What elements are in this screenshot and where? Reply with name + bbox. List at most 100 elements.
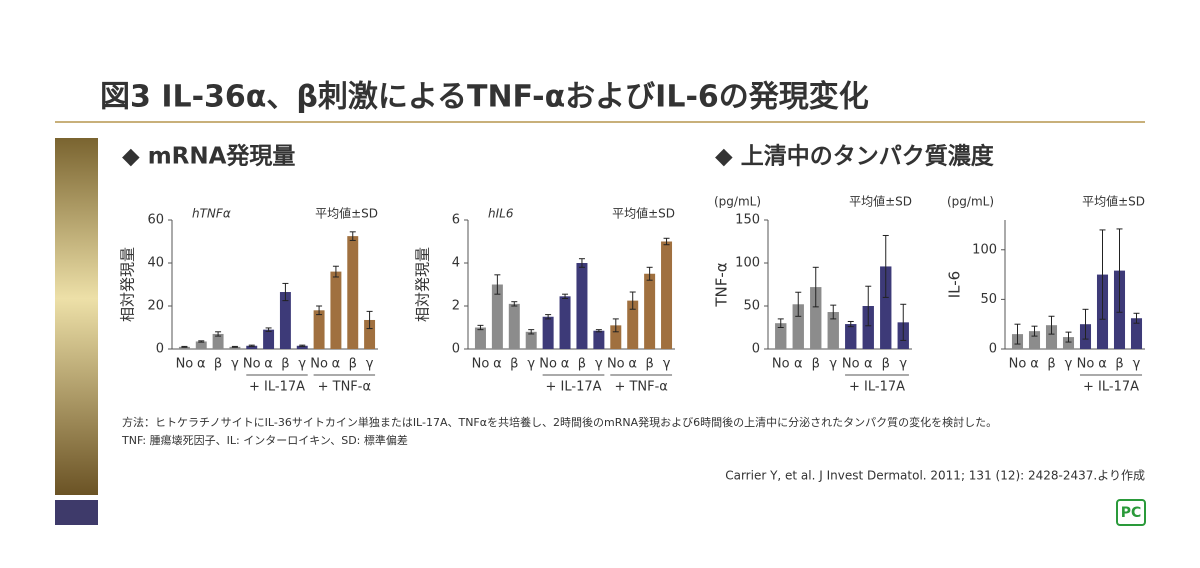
bar — [542, 316, 554, 349]
x-tick-label: β — [578, 357, 586, 372]
bar — [576, 263, 588, 349]
x-tick-label: γ — [366, 357, 374, 372]
sidebar — [55, 138, 98, 495]
x-tick-label: γ — [899, 357, 907, 372]
bar — [845, 324, 857, 349]
x-tick-label: α — [197, 357, 206, 372]
x-tick-label: No — [772, 357, 790, 372]
group-label: + IL-17A — [249, 380, 305, 395]
y-tick-label: 60 — [147, 213, 164, 228]
y-tick-label: 2 — [452, 299, 460, 314]
slide-title: 図3 IL-36α、β刺激によるTNF-αおよびIL-6の発現変化 — [100, 80, 869, 115]
y-axis-label: 相対発現量 — [119, 247, 137, 322]
annotation: 平均値±SD — [1082, 194, 1145, 209]
y-tick-label: 150 — [735, 213, 760, 228]
x-tick-label: β — [510, 357, 518, 372]
group-label: + IL-17A — [546, 380, 602, 395]
x-tick-label: γ — [527, 357, 535, 372]
units: (pg/mL) — [714, 195, 761, 209]
bar — [810, 287, 822, 349]
bar — [296, 345, 308, 349]
bar — [792, 304, 804, 349]
bar — [229, 346, 241, 349]
group-label: + TNF-α — [318, 380, 371, 395]
y-tick-label: 0 — [452, 342, 460, 357]
x-tick-label: No — [243, 357, 261, 372]
bar — [1130, 318, 1143, 349]
x-tick-label: β — [1047, 357, 1055, 372]
note: 方法：ヒトケラチノサイトにIL-36サイトカイン単独またはIL-17A、TNFα… — [122, 415, 997, 429]
bar — [263, 329, 275, 349]
x-tick-label: γ — [1065, 357, 1073, 372]
bar — [525, 331, 537, 349]
bar — [491, 284, 503, 349]
bar — [195, 341, 207, 349]
y-tick-label: 40 — [147, 256, 164, 271]
y-axis-label: 相対発現量 — [414, 247, 432, 322]
y-tick-label: 100 — [972, 242, 997, 257]
annotation: 平均値±SD — [849, 194, 912, 209]
group-label: + IL-17A — [849, 380, 905, 395]
x-tick-label: α — [864, 357, 873, 372]
x-tick-label: α — [332, 357, 341, 372]
bar — [775, 323, 787, 349]
section-heading: ◆ 上清中のタンパク質濃度 — [715, 143, 995, 170]
annotation: 平均値±SD — [315, 206, 378, 221]
bar — [610, 325, 622, 349]
citation: Carrier Y, et al. J Invest Dermatol. 201… — [725, 469, 1145, 483]
x-tick-label: No — [472, 357, 490, 372]
x-tick-label: β — [349, 357, 357, 372]
bar — [593, 330, 605, 349]
x-tick-label: γ — [1133, 357, 1141, 372]
bar — [1062, 337, 1075, 349]
group-label: + IL-17A — [1083, 380, 1139, 395]
bar — [1045, 325, 1058, 349]
bar — [212, 333, 224, 349]
x-tick-label: No — [607, 357, 625, 372]
x-tick-label: γ — [829, 357, 837, 372]
note: TNF: 腫瘍壊死因子、IL: インターロイキン、SD: 標準偏差 — [121, 433, 408, 447]
chart-subtitle: hIL6 — [488, 207, 514, 221]
chart-subtitle: hTNFα — [192, 207, 231, 221]
x-tick-label: No — [176, 357, 194, 372]
x-tick-label: γ — [298, 357, 306, 372]
x-tick-label: No — [1009, 357, 1027, 372]
x-tick-label: α — [1030, 357, 1039, 372]
bar — [862, 306, 874, 349]
x-tick-label: β — [812, 357, 820, 372]
bar — [880, 266, 892, 349]
x-tick-label: α — [493, 357, 502, 372]
x-tick-label: α — [794, 357, 803, 372]
x-tick-label: No — [1077, 357, 1095, 372]
x-tick-label: No — [310, 357, 328, 372]
x-tick-label: β — [645, 357, 653, 372]
x-tick-label: No — [539, 357, 557, 372]
x-tick-label: α — [1098, 357, 1107, 372]
x-tick-label: α — [628, 357, 637, 372]
x-tick-label: γ — [595, 357, 603, 372]
y-tick-label: 0 — [989, 342, 997, 357]
x-tick-label: α — [264, 357, 273, 372]
y-tick-label: 0 — [752, 342, 760, 357]
bar — [559, 296, 571, 349]
logo: PC — [1121, 505, 1142, 521]
bar — [661, 241, 673, 349]
y-tick-label: 20 — [147, 299, 164, 314]
x-tick-label: γ — [663, 357, 671, 372]
annotation: 平均値±SD — [612, 206, 675, 221]
x-tick-label: β — [281, 357, 289, 372]
x-tick-label: β — [214, 357, 222, 372]
y-tick-label: 50 — [980, 292, 997, 307]
x-tick-label: β — [882, 357, 890, 372]
bar — [330, 271, 342, 349]
y-tick-label: 100 — [735, 256, 760, 271]
y-tick-label: 6 — [452, 213, 460, 228]
y-axis-label: IL-6 — [946, 271, 964, 298]
y-tick-label: 0 — [156, 342, 164, 357]
y-axis-label: TNF-α — [713, 262, 731, 307]
bar — [246, 345, 258, 349]
bar — [627, 300, 639, 349]
section-heading: ◆ mRNA発現量 — [122, 144, 295, 170]
